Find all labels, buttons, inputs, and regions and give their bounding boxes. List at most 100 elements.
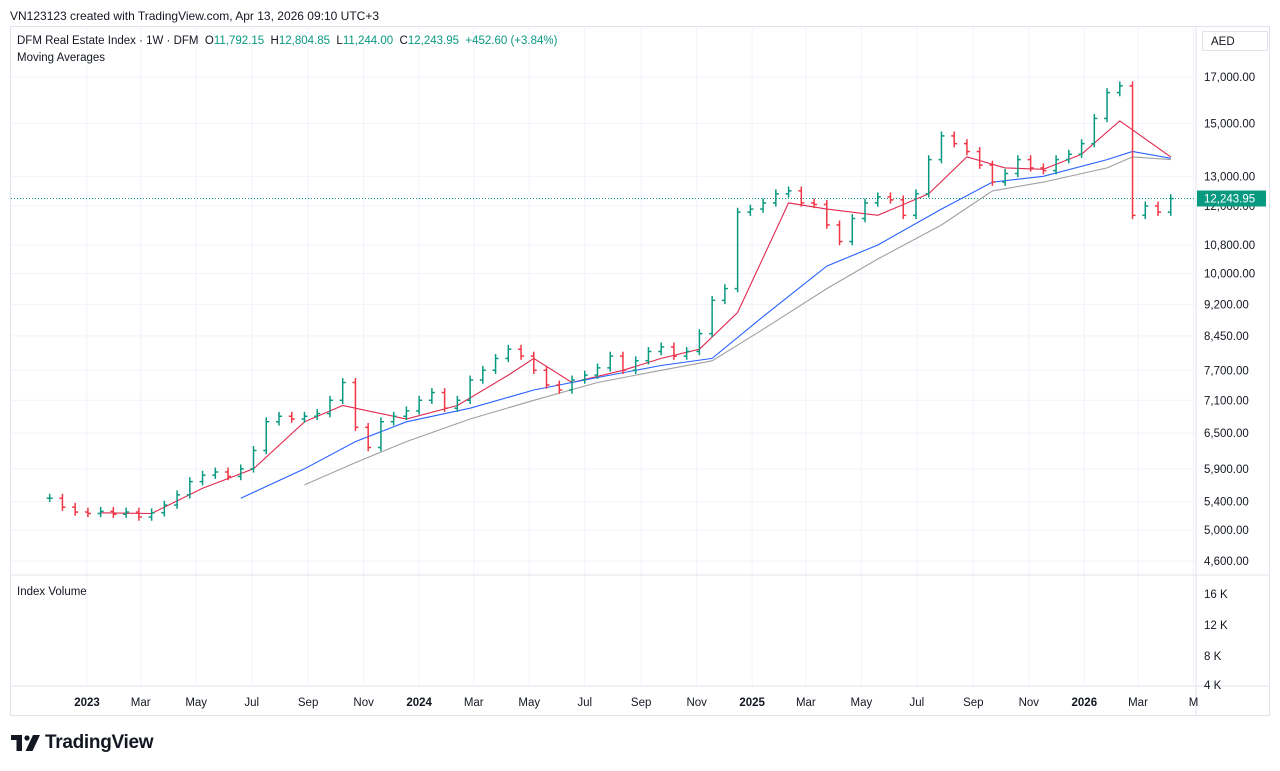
- price-bar: [84, 507, 91, 518]
- price-bar: [581, 370, 588, 384]
- price-tick-label: 5,000.00: [1204, 525, 1249, 537]
- time-tick-label: 2026: [1072, 697, 1098, 709]
- price-tick-label: 8,450.00: [1204, 331, 1249, 343]
- price-bar: [887, 192, 894, 204]
- tradingview-brand[interactable]: TradingView: [11, 731, 154, 755]
- index-volume-label[interactable]: Index Volume: [17, 586, 87, 598]
- symbol-legend: DFM Real Estate Index · 1W · DFM O11,792…: [17, 35, 557, 47]
- ma-mid-line: [240, 150, 1171, 499]
- price-bar: [989, 160, 996, 186]
- price-bar: [441, 388, 448, 412]
- price-bar: [288, 411, 295, 423]
- price-bar: [416, 395, 423, 415]
- price-bar: [97, 506, 104, 518]
- price-bar: [161, 500, 168, 517]
- price-bar: [721, 284, 728, 305]
- open-label: O: [204, 35, 214, 47]
- price-bar: [760, 198, 767, 213]
- price-tick-label: 4,600.00: [1204, 556, 1249, 568]
- price-tick-label: 15,000.00: [1204, 118, 1255, 130]
- time-tick-label: Jul: [244, 697, 259, 709]
- price-bar: [1091, 114, 1098, 148]
- currency-button[interactable]: AED: [1202, 31, 1268, 51]
- time-tick-label: Jul: [910, 697, 925, 709]
- price-bar: [556, 380, 563, 394]
- time-tick-label: 2024: [406, 697, 432, 709]
- price-bar: [199, 470, 206, 486]
- price-bar: [428, 388, 435, 405]
- price-tick-label: 9,200.00: [1204, 299, 1249, 311]
- volume-tick-label: 8 K: [1204, 651, 1222, 663]
- price-bar: [900, 195, 907, 220]
- moving-averages: [100, 120, 1172, 515]
- price-bar: [747, 204, 754, 216]
- price-bar: [110, 506, 117, 518]
- last-price-badge: 12,243.95: [1197, 190, 1266, 207]
- price-bar: [467, 375, 474, 405]
- last-price-label: 12,243.95: [1204, 194, 1255, 206]
- price-bar: [1155, 201, 1162, 216]
- price-tick-label: 6,500.00: [1204, 428, 1249, 440]
- price-bar: [174, 490, 181, 509]
- time-tick-label: Mar: [464, 697, 484, 709]
- ma-long-line: [304, 156, 1171, 486]
- price-bar: [811, 198, 818, 209]
- time-tick-label: May: [851, 697, 873, 709]
- ma-short-line: [100, 120, 1172, 515]
- price-bar: [862, 198, 869, 223]
- price-bar: [912, 189, 919, 220]
- price-bar: [658, 342, 665, 356]
- price-bar: [1142, 201, 1149, 220]
- time-tick-label: Mar: [131, 697, 151, 709]
- price-tick-label: 10,800.00: [1204, 240, 1255, 252]
- price-tick-label: 17,000.00: [1204, 72, 1255, 84]
- price-bar: [734, 207, 741, 293]
- time-tick-label: Mar: [796, 697, 816, 709]
- chart-credit: VN123123 created with TradingView.com, A…: [10, 9, 380, 23]
- price-bar: [403, 406, 410, 420]
- time-tick-label: M: [1189, 697, 1199, 709]
- volume-tick-label: 12 K: [1204, 620, 1228, 632]
- price-bar: [1040, 163, 1047, 175]
- price-bar: [772, 189, 779, 207]
- price-bar: [314, 409, 321, 420]
- price-bar: [645, 347, 652, 365]
- price-bar: [1027, 155, 1034, 172]
- symbol-name: DFM Real Estate Index · 1W · DFM: [17, 35, 199, 47]
- price-bar: [849, 214, 856, 246]
- price-bar: [619, 351, 626, 374]
- price-bar: [339, 378, 346, 405]
- price-bar: [225, 467, 232, 481]
- price-bar: [1116, 81, 1123, 97]
- price-bar: [823, 200, 830, 229]
- brand-name: TradingView: [45, 732, 154, 753]
- price-bar: [276, 411, 283, 426]
- price-axis: 17,000.0015,000.0013,000.0012,000.0010,8…: [1197, 72, 1266, 568]
- time-tick-label: Sep: [298, 697, 318, 709]
- price-bar: [148, 508, 155, 521]
- price-bar: [365, 422, 372, 452]
- low-value: 11,244.00: [342, 35, 394, 47]
- price-bar: [836, 220, 843, 246]
- time-tick-label: May: [518, 697, 540, 709]
- volume-axis: 16 K 12 K 8 K 4 K: [1204, 589, 1228, 692]
- price-bar: [670, 342, 677, 360]
- price-bar: [683, 347, 690, 360]
- price-bar: [543, 365, 550, 389]
- time-tick-label: Sep: [963, 697, 983, 709]
- price-bar: [518, 344, 525, 360]
- price-bar: [632, 356, 639, 374]
- price-tick-label: 13,000.00: [1204, 171, 1255, 183]
- price-tick-label: 7,100.00: [1204, 395, 1249, 407]
- time-tick-label: Nov: [686, 697, 707, 709]
- moving-averages-label[interactable]: Moving Averages: [17, 52, 106, 64]
- price-bar: [785, 186, 792, 198]
- high-value: 12,804.85: [278, 35, 331, 47]
- price-bar: [72, 502, 79, 516]
- price-bar: [492, 354, 499, 374]
- price-bar: [976, 147, 983, 169]
- price-bar: [377, 417, 384, 452]
- tradingview-logo-icon: [11, 735, 40, 751]
- price-bar: [505, 344, 512, 363]
